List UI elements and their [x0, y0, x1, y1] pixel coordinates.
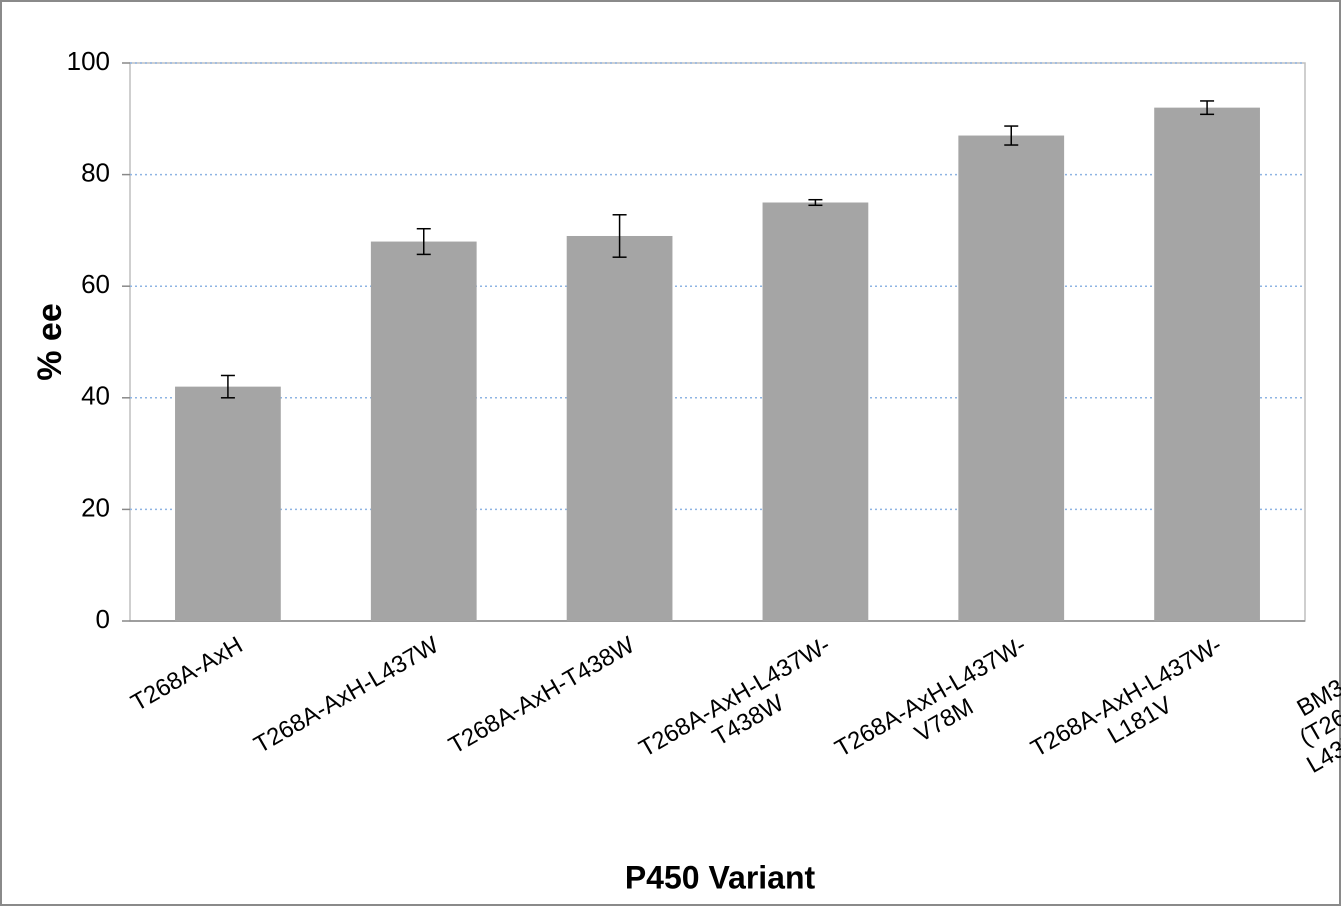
bar	[958, 135, 1065, 622]
error-bar	[1004, 125, 1019, 146]
y-tick-label: 40	[81, 381, 110, 411]
error-bar	[808, 198, 823, 207]
error-bar	[612, 214, 627, 258]
y-tick-label: 20	[81, 492, 110, 522]
y-tick-label: 0	[96, 604, 110, 634]
bar	[566, 235, 673, 622]
bar	[1154, 107, 1260, 621]
error-bar	[416, 227, 431, 256]
error-bar	[220, 374, 235, 399]
bar	[762, 202, 869, 621]
x-axis-label: P450 Variant	[625, 859, 816, 895]
y-tick-label: 80	[81, 157, 110, 187]
error-bar	[1200, 100, 1215, 116]
bar	[370, 241, 477, 621]
y-tick-label: 100	[67, 46, 110, 76]
bar	[175, 386, 281, 621]
y-axis-label: % ee	[31, 303, 69, 381]
y-tick-label: 60	[81, 269, 110, 299]
